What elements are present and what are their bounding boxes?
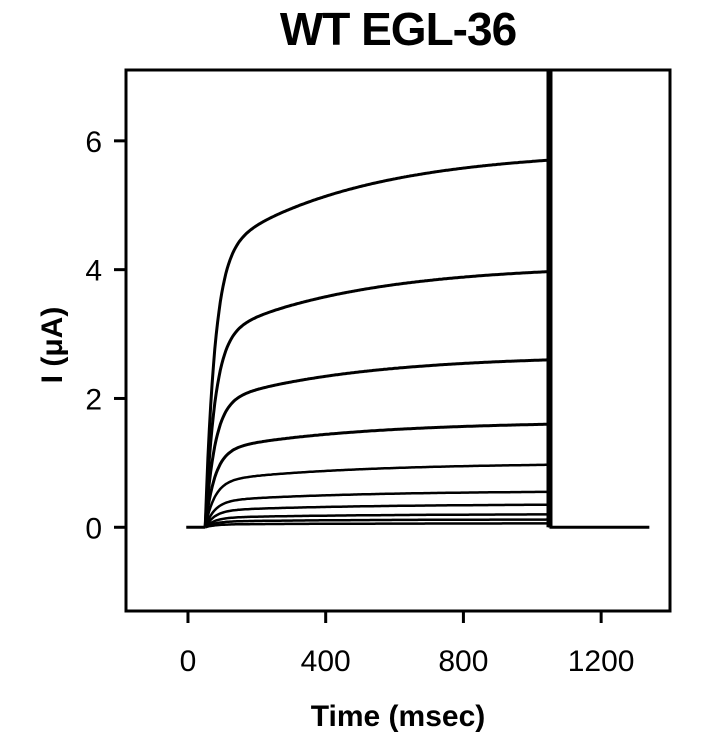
- y-tick-label: 4: [85, 255, 102, 288]
- current-trace: [203, 358, 551, 528]
- y-tick-label: 2: [85, 383, 102, 416]
- x-axis-label: Time (msec): [311, 700, 486, 733]
- y-tick-label: 0: [85, 512, 102, 545]
- current-trace: [203, 269, 551, 528]
- current-trace: [203, 422, 551, 528]
- current-trace: [204, 518, 551, 529]
- current-trace: [204, 522, 551, 529]
- y-axis: 0 2 4 6: [85, 126, 126, 545]
- plot-frame: [124, 68, 672, 613]
- x-tick-label: 800: [438, 645, 488, 678]
- chart-title: WT EGL-36: [279, 3, 517, 55]
- current-trace: [204, 513, 551, 529]
- x-axis: 0 400 800 1200: [180, 611, 635, 678]
- y-axis-label: I (μA): [36, 307, 69, 384]
- x-tick-label: 0: [180, 645, 197, 678]
- current-trace: [203, 463, 551, 528]
- x-tick-label: 400: [301, 645, 351, 678]
- x-tick-label: 1200: [568, 645, 635, 678]
- current-traces: [186, 70, 650, 529]
- current-trace: [204, 490, 551, 528]
- current-trace: [204, 503, 551, 528]
- current-trace: [203, 158, 551, 528]
- y-tick-label: 6: [85, 126, 102, 159]
